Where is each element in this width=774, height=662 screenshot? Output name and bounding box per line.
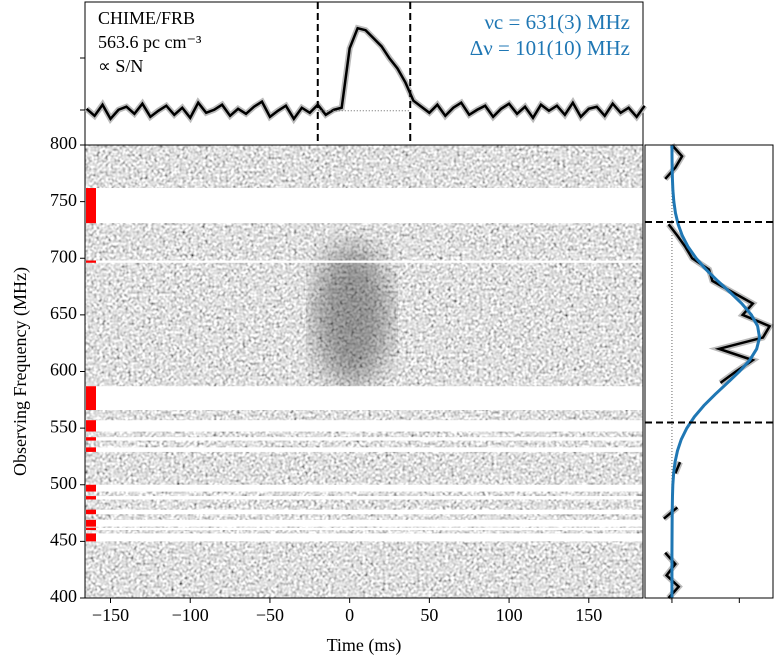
x-tick-label: 100	[496, 605, 523, 625]
frame	[644, 144, 774, 599]
y-tick-label: 700	[50, 246, 77, 266]
mask-marker	[86, 188, 96, 224]
spectrum-line	[663, 506, 679, 520]
y-tick-label: 750	[50, 190, 77, 210]
masked-band	[85, 437, 643, 441]
y-tick-label: 500	[50, 473, 77, 493]
masked-band	[85, 519, 643, 527]
y-axis-label: Observing Frequency (MHz)	[10, 267, 31, 476]
fit-curve	[670, 144, 762, 598]
masked-band	[85, 386, 643, 411]
spectrum-line	[667, 223, 772, 384]
y-tick-label: 450	[50, 530, 77, 550]
x-tick-label: 0	[345, 605, 354, 625]
spectrum-band	[666, 222, 774, 386]
spectrum-line	[674, 461, 682, 474]
masked-band	[85, 260, 643, 263]
profile-line	[85, 26, 646, 122]
masked-band	[85, 496, 643, 500]
mask-marker	[86, 519, 96, 527]
mask-marker	[86, 260, 96, 263]
mask-marker	[86, 533, 96, 542]
annotation: CHIME/FRB	[98, 8, 195, 28]
spectrum-line	[664, 144, 684, 180]
masked-band	[85, 484, 643, 492]
mask-marker	[86, 484, 96, 492]
burst-signal	[314, 245, 390, 385]
annotation: ∝ S/N	[98, 56, 143, 76]
mask-marker	[86, 496, 96, 500]
y-tick-label: 400	[50, 586, 77, 606]
y-tick-label: 650	[50, 303, 77, 323]
x-tick-label: 50	[420, 605, 438, 625]
fit-annotation: νc = 631(3) MHz	[484, 10, 630, 34]
y-tick-label: 550	[50, 416, 77, 436]
annotation: 563.6 pc cm⁻³	[98, 32, 202, 52]
mask-marker	[86, 386, 96, 411]
plot-layer: CHIME/FRB 563.6 pc cm⁻³ ∝ S/N νc = 631(3) M…	[10, 1, 774, 656]
x-tick-label: 150	[575, 605, 602, 625]
masked-band	[85, 509, 643, 515]
mask-marker	[86, 447, 96, 452]
masked-band	[85, 447, 643, 452]
x-tick-label: −100	[172, 605, 209, 625]
masked-band	[85, 533, 643, 542]
mask-marker	[86, 509, 96, 515]
masked-band	[85, 527, 643, 531]
masked-band	[85, 420, 643, 432]
mask-marker	[86, 527, 96, 531]
y-tick-label: 800	[50, 133, 77, 153]
x-tick-label: −150	[92, 605, 129, 625]
mask-marker	[86, 437, 96, 441]
mask-marker	[86, 420, 96, 432]
y-tick-label: 600	[50, 360, 77, 380]
x-axis-label: Time (ms)	[327, 635, 402, 656]
masked-band	[85, 188, 643, 224]
x-tick-label: −50	[256, 605, 284, 625]
fit-annotation: Δν = 101(10) MHz	[470, 36, 630, 60]
